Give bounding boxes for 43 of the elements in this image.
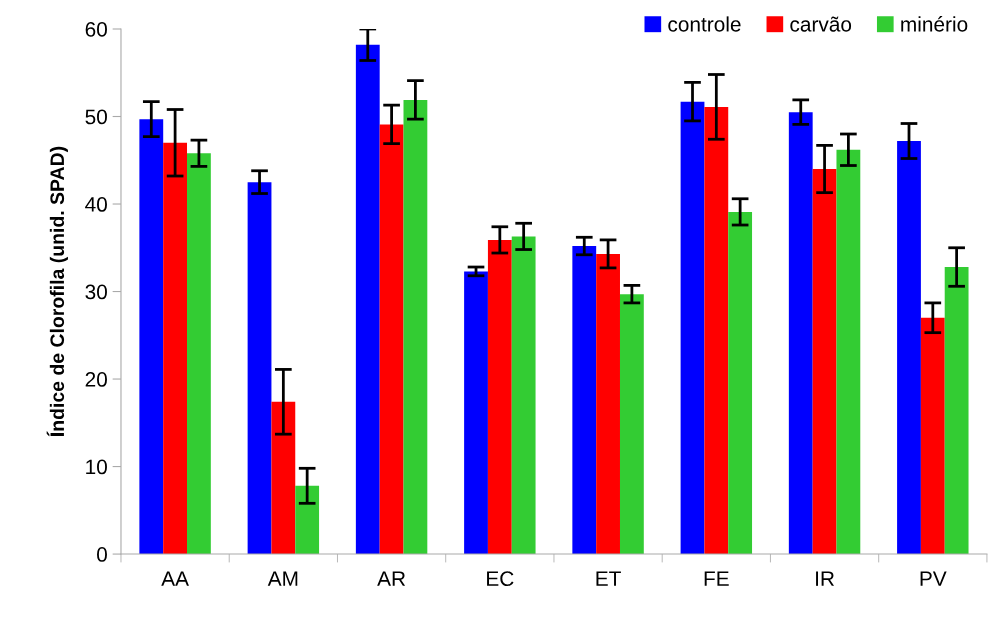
x-tick-label: FE (704, 571, 729, 586)
bar (511, 236, 536, 555)
bar (572, 246, 597, 555)
bar (295, 485, 320, 555)
bar (920, 317, 945, 555)
bar (403, 99, 428, 555)
y-tick-label: 60 (85, 22, 107, 37)
y-tick-label: 40 (85, 197, 107, 212)
bar (247, 182, 272, 555)
legend-label: carvão (790, 16, 852, 32)
x-tick-label: PV (920, 571, 947, 586)
bar (788, 112, 813, 555)
bar (139, 119, 164, 555)
y-tick-label: 50 (85, 109, 107, 125)
y-tick-label: 0 (97, 547, 107, 562)
bar (487, 239, 512, 555)
x-tick-label: AR (377, 571, 406, 586)
bar (271, 401, 296, 555)
bar (464, 271, 488, 555)
legend-label: minério (901, 16, 968, 32)
bar (163, 142, 188, 555)
y-tick-label: 10 (86, 459, 107, 475)
bar (596, 253, 620, 555)
legend-label: controle (668, 16, 741, 32)
bar (812, 169, 837, 555)
x-tick-label: AM (267, 571, 298, 586)
x-tick-label: AA (161, 571, 189, 586)
x-tick-label: IR (816, 571, 835, 586)
bar (944, 267, 969, 555)
bar (379, 124, 404, 555)
y-axis-title: Índice de Clorofila (unid. SPAD) (46, 146, 68, 437)
bar (355, 44, 380, 555)
bar (680, 101, 705, 555)
y-tick-label: 20 (85, 372, 107, 387)
bar (187, 153, 211, 555)
bar (897, 141, 921, 555)
x-tick-label: EC (487, 571, 514, 587)
bar (619, 294, 644, 555)
y-tick-label: 30 (85, 284, 107, 300)
bar (728, 211, 753, 555)
bar (836, 149, 861, 555)
bar (704, 106, 729, 555)
x-tick-label: ET (596, 571, 621, 586)
